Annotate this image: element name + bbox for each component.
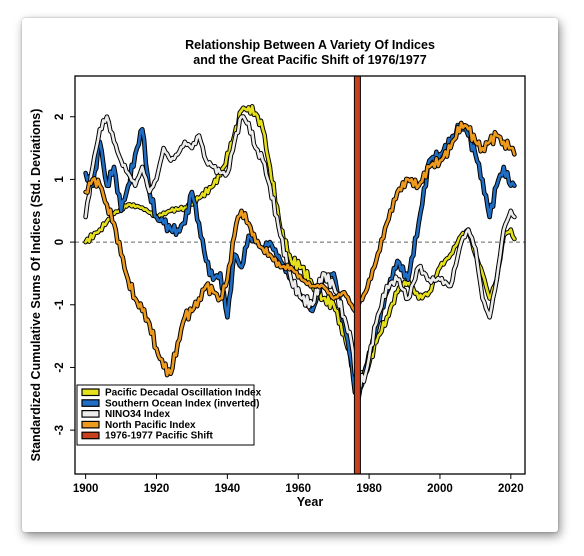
x-tick-label: 1940 (215, 483, 241, 495)
x-tick-label: 1920 (144, 483, 170, 495)
legend-swatch (81, 388, 100, 397)
x-tick-label: 2020 (498, 483, 524, 495)
legend-entry-label: 1976-1977 Pacific Shift (105, 431, 214, 442)
pacific-shift-line (353, 75, 361, 475)
line-chart: Relationship Between A Variety Of Indice… (29, 38, 526, 509)
series-line (84, 115, 516, 388)
legend-swatch (81, 410, 100, 418)
series-line (84, 121, 516, 377)
chart-title: Relationship Between A Variety Of Indice… (185, 38, 435, 52)
legend-box (76, 384, 255, 446)
x-tick-label: 1900 (73, 483, 99, 495)
legend-swatch (81, 399, 100, 407)
legend-entry-label: North Pacific Index (105, 420, 196, 431)
y-tick-label: -2 (54, 362, 66, 372)
series-north-pacific-index (83, 120, 517, 378)
legend-entry-label: NINO34 Index (105, 409, 170, 420)
series-nino34-index (83, 114, 517, 389)
x-tick-label: 2000 (427, 483, 453, 495)
chart-card: Relationship Between A Variety Of Indice… (22, 18, 558, 532)
x-tick-label: 1980 (356, 483, 382, 495)
y-tick-label: 1 (54, 176, 66, 183)
chart-subtitle: and the Great Pacific Shift of 1976/1977 (193, 53, 426, 67)
x-tick-label: 1960 (285, 483, 311, 495)
legend-entry-label: Southern Ocean Index (inverted) (105, 398, 259, 409)
legend: Pacific Decadal Oscillation IndexSouther… (76, 384, 262, 446)
y-axis-label: Standardized Cumulative Sums Of Indices … (29, 109, 43, 462)
series-outline (83, 114, 517, 389)
y-tick-label: -3 (54, 425, 66, 435)
y-tick-label: -1 (54, 299, 66, 310)
legend-swatch (81, 420, 100, 429)
plot-frame (74, 75, 526, 475)
series-outline (83, 120, 517, 378)
y-tick-label: 0 (54, 239, 66, 245)
y-tick-label: 2 (54, 114, 66, 120)
legend-entry-label: Pacific Decadal Oscillation Index (105, 388, 262, 399)
x-axis-label: Year (297, 495, 324, 509)
legend-swatch (81, 431, 100, 440)
